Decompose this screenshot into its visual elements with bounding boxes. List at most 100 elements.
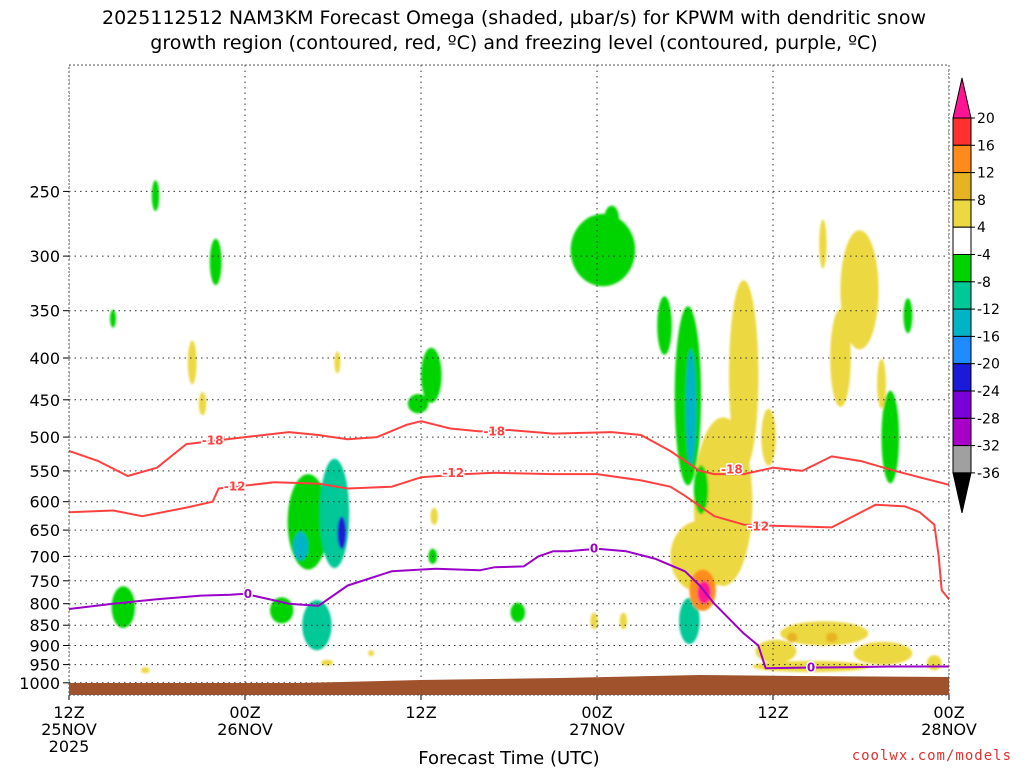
omega-cell-9	[927, 655, 942, 671]
colorbar-bin-9	[952, 363, 972, 392]
contour-label--12-2: -12	[747, 519, 769, 533]
colorbar-label-11: -28	[977, 411, 1000, 427]
x-tick-label-12-0: 00Z	[229, 703, 260, 722]
colorbar-label-2: 12	[977, 166, 995, 182]
omega-cell-42	[679, 597, 700, 645]
omega-cell-48	[337, 516, 347, 549]
omega-cell-10	[187, 340, 197, 385]
contour-label--18-1: -18	[483, 424, 505, 438]
omega-cell-41	[319, 458, 350, 569]
colorbar-bin-0	[952, 117, 972, 146]
y-tick-label-900: 900	[29, 637, 60, 656]
colorbar-label-3: 8	[977, 193, 986, 209]
y-tick-label-450: 450	[29, 391, 60, 410]
omega-cell-40	[787, 632, 798, 643]
x-axis-label: Forecast Time (UTC)	[418, 748, 599, 768]
terrain-ground	[69, 675, 949, 695]
y-tick-label-400: 400	[29, 349, 60, 368]
colorbar-label-10: -24	[977, 384, 1000, 400]
colorbar-label-1: 16	[977, 138, 995, 154]
x-tick-label-60-1: 28NOV	[921, 720, 977, 739]
omega-cell-28	[755, 639, 797, 663]
omega-cell-18	[321, 659, 333, 666]
omega-cell-12	[334, 351, 341, 374]
contour-label-0-0: 0	[244, 587, 252, 601]
x-tick-label-24-0: 12Z	[405, 703, 436, 722]
y-tick-label-250: 250	[29, 182, 60, 201]
x-tick-label-36-0: 00Z	[581, 703, 612, 722]
colorbar-bin-3	[952, 199, 972, 228]
y-tick-label-350: 350	[29, 302, 60, 321]
x-tick-label-12-1: 26NOV	[217, 720, 273, 739]
colorbar-bin-10	[952, 390, 972, 419]
y-tick-label-850: 850	[29, 616, 60, 635]
colorbar-label-9: -20	[977, 357, 1000, 373]
omega-cell-27	[670, 520, 729, 593]
credit-link[interactable]: coolwx.com/models	[852, 748, 1012, 764]
plot-background	[69, 65, 949, 695]
contour-label--12-0: -12	[224, 480, 246, 494]
omega-cell-19	[368, 650, 375, 657]
y-axis: 250 300 350 400 450 500 550 600 650 700 750 800 850 9…	[19, 182, 69, 693]
omega-cell-32	[421, 347, 442, 403]
contour-line--18	[69, 420, 949, 486]
omega-cell-33	[570, 213, 636, 287]
omega-cell-3	[752, 660, 870, 673]
x-tick-label-60-0: 00Z	[933, 703, 964, 722]
omega-cell-13	[430, 507, 438, 525]
omega-cell-30	[209, 238, 222, 286]
x-tick-label-48-0: 12Z	[757, 703, 788, 722]
colorbar: 20 16 12 8 4 -4 -8 -12 -16 -20 -24 -28 -32 -36	[952, 77, 1000, 514]
omega-cell-6	[819, 219, 827, 269]
y-tick-label-300: 300	[29, 247, 60, 266]
omega-cell-15	[619, 612, 628, 630]
x-tick-label-0-1: 25NOV	[41, 720, 97, 739]
y-tick-label-750: 750	[29, 572, 60, 591]
y-tick-label-650: 650	[29, 521, 60, 540]
colorbar-bin-5	[952, 254, 972, 283]
x-tick-label-0-0: 12Z	[53, 703, 84, 722]
omega-cell-11	[198, 392, 207, 416]
omega-cell-46	[293, 531, 309, 561]
contour-label-0-1: 0	[590, 542, 598, 556]
colorbar-bin-4	[952, 226, 972, 255]
y-tick-label-500: 500	[29, 428, 60, 447]
colorbar-label-8: -16	[977, 329, 1000, 345]
omega-cell-39	[825, 632, 838, 643]
colorbar-bin-1	[952, 144, 972, 174]
omega-cell-24	[510, 602, 526, 623]
contour-line--12	[69, 471, 949, 600]
colorbar-label-0: 20	[977, 111, 995, 127]
y-tick-label-600: 600	[29, 493, 60, 512]
plot-area: -18 -18 -18 -12 -12 -12 0 0 0	[69, 65, 949, 695]
colorbar-bin-7	[952, 308, 972, 337]
contour-label-0-2: 0	[807, 661, 815, 675]
y-tick-label-800: 800	[29, 595, 60, 614]
contour-line-0	[69, 547, 949, 670]
colorbar-bin-12	[952, 445, 972, 474]
y-tick-label-550: 550	[29, 462, 60, 481]
colorbar-bin-2	[952, 172, 972, 201]
omega-cell-21	[110, 309, 116, 328]
omega-cell-5	[840, 230, 879, 350]
colorbar-label-5: -4	[977, 248, 991, 264]
omega-cell-34	[657, 296, 672, 355]
contour-label--18-2: -18	[721, 463, 743, 477]
colorbar-bin-8	[952, 335, 972, 365]
omega-cell-1	[729, 280, 759, 471]
omega-cell-25	[903, 298, 913, 334]
y-tick-label-700: 700	[29, 547, 60, 566]
contour-layer: -18 -18 -18 -12 -12 -12 0 0 0	[69, 420, 949, 676]
colorbar-bin-11	[952, 417, 972, 447]
omega-cell-7	[830, 309, 851, 407]
omega-shading-layer	[110, 180, 942, 674]
colorbar-label-12: -32	[977, 439, 1000, 455]
omega-cell-17	[140, 667, 150, 674]
omega-cell-20	[151, 180, 160, 212]
chart-title-line1: 2025112512 NAM3KM Forecast Omega (shaded…	[102, 7, 926, 29]
colorbar-label-4: 4	[977, 220, 986, 236]
omega-cell-4	[853, 641, 913, 665]
omega-cell-22	[407, 394, 429, 414]
omega-cell-45	[685, 349, 697, 466]
